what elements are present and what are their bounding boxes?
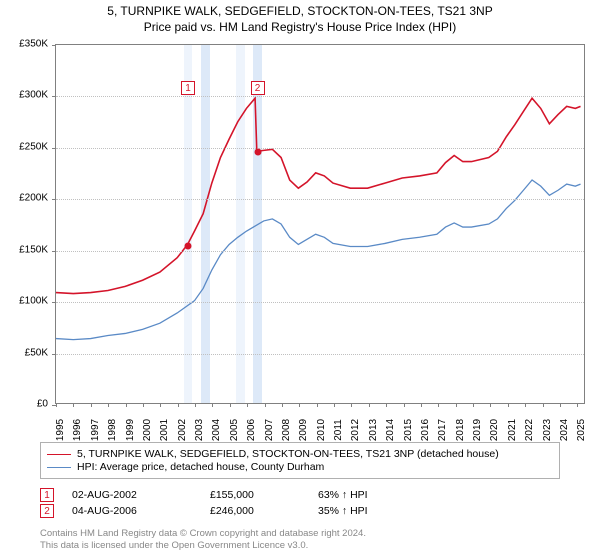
legend-item: HPI: Average price, detached house, Coun…: [47, 461, 553, 473]
x-tick-label: 2008: [281, 419, 292, 441]
x-tick-label: 1998: [107, 419, 118, 441]
data-point: [254, 148, 261, 155]
y-tick: [52, 45, 56, 46]
legend: 5, TURNPIKE WALK, SEDGEFIELD, STOCKTON-O…: [40, 442, 560, 479]
series-line-price_paid: [56, 98, 581, 293]
x-tick-label: 2007: [264, 419, 275, 441]
x-tick-label: 2001: [159, 419, 170, 441]
gridline: [56, 302, 584, 303]
x-tick-label: 2014: [385, 419, 396, 441]
x-tick-label: 2023: [542, 419, 553, 441]
gridline: [56, 148, 584, 149]
x-tick-label: 1995: [55, 419, 66, 441]
y-tick-label: £200K: [19, 193, 48, 204]
x-tick-label: 1997: [90, 419, 101, 441]
y-tick-label: £150K: [19, 244, 48, 255]
sale-date: 02-AUG-2002: [72, 489, 192, 501]
marker-callout: 2: [251, 81, 265, 95]
x-tick-label: 2003: [194, 419, 205, 441]
sale-row: 2 04-AUG-2006 £246,000 35% ↑ HPI: [40, 504, 560, 518]
sale-marker: 1: [40, 488, 54, 502]
sale-price: £155,000: [210, 489, 300, 501]
gridline: [56, 96, 584, 97]
x-tick-label: 1996: [72, 419, 83, 441]
gridline: [56, 354, 584, 355]
legend-item: 5, TURNPIKE WALK, SEDGEFIELD, STOCKTON-O…: [47, 448, 553, 460]
chart-plot-area: 12: [55, 44, 585, 404]
y-tick: [52, 148, 56, 149]
chart-lines: [56, 45, 584, 403]
x-tick-label: 2018: [455, 419, 466, 441]
legend-swatch: [47, 454, 71, 455]
gridline: [56, 251, 584, 252]
x-tick-label: 1999: [125, 419, 136, 441]
legend-swatch: [47, 467, 71, 468]
x-tick-label: 2022: [524, 419, 535, 441]
legend-label: HPI: Average price, detached house, Coun…: [77, 461, 324, 473]
sales-table: 1 02-AUG-2002 £155,000 63% ↑ HPI 2 04-AUG-200…: [40, 486, 560, 520]
x-tick-label: 2006: [246, 419, 257, 441]
x-tick-label: 2013: [368, 419, 379, 441]
y-tick-label: £50K: [25, 347, 48, 358]
x-tick-label: 2010: [316, 419, 327, 441]
marker-callout: 1: [181, 81, 195, 95]
footer: Contains HM Land Registry data © Crown c…: [40, 528, 366, 553]
footer-line1: Contains HM Land Registry data © Crown c…: [40, 528, 366, 540]
x-tick-label: 2024: [559, 419, 570, 441]
x-tick-label: 2025: [576, 419, 587, 441]
title-line1: 5, TURNPIKE WALK, SEDGEFIELD, STOCKTON-O…: [0, 4, 600, 18]
y-tick: [52, 199, 56, 200]
x-tick-label: 2021: [507, 419, 518, 441]
x-tick-label: 2017: [437, 419, 448, 441]
y-axis: £0£50K£100K£150K£200K£250K£300K£350K: [0, 44, 52, 404]
sale-date: 04-AUG-2006: [72, 505, 192, 517]
y-tick: [52, 302, 56, 303]
x-tick-label: 2004: [211, 419, 222, 441]
x-tick-label: 2000: [142, 419, 153, 441]
sale-price: £246,000: [210, 505, 300, 517]
x-tick-label: 2019: [472, 419, 483, 441]
data-point: [185, 242, 192, 249]
x-tick-label: 2002: [177, 419, 188, 441]
y-tick-label: £100K: [19, 296, 48, 307]
x-tick-label: 2012: [350, 419, 361, 441]
y-tick: [52, 251, 56, 252]
x-tick-label: 2009: [298, 419, 309, 441]
x-tick-label: 2020: [489, 419, 500, 441]
y-tick-label: £0: [37, 399, 48, 410]
footer-line2: This data is licensed under the Open Gov…: [40, 540, 366, 552]
sale-marker: 2: [40, 504, 54, 518]
sale-row: 1 02-AUG-2002 £155,000 63% ↑ HPI: [40, 488, 560, 502]
gridline: [56, 199, 584, 200]
x-tick-label: 2005: [229, 419, 240, 441]
x-tick-label: 2016: [420, 419, 431, 441]
series-line-hpi: [56, 180, 581, 340]
y-tick-label: £300K: [19, 90, 48, 101]
sale-pct: 35% ↑ HPI: [318, 505, 418, 517]
y-tick: [52, 96, 56, 97]
y-tick-label: £350K: [19, 39, 48, 50]
title-line2: Price paid vs. HM Land Registry's House …: [0, 20, 600, 34]
sale-pct: 63% ↑ HPI: [318, 489, 418, 501]
legend-label: 5, TURNPIKE WALK, SEDGEFIELD, STOCKTON-O…: [77, 448, 499, 460]
x-tick-label: 2015: [403, 419, 414, 441]
x-tick-label: 2011: [333, 419, 344, 441]
y-tick: [52, 354, 56, 355]
y-tick-label: £250K: [19, 141, 48, 152]
x-axis: 1995199619971998199920002001200220032004…: [55, 406, 585, 436]
